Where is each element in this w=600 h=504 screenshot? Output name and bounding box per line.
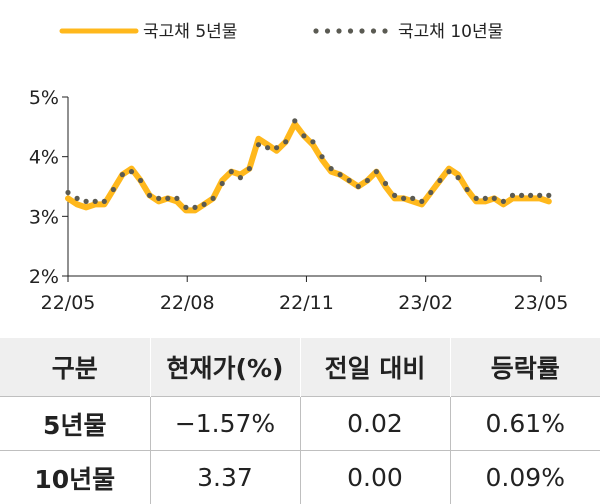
yield-summary-table: 구분 현재가(%) 전일 대비 등락률 5년물 −1.57% 0.02 0.61… — [0, 338, 600, 504]
series-point-10y — [274, 145, 280, 151]
series-point-10y — [301, 133, 307, 139]
cell-change: 0.00 — [299, 450, 450, 504]
series-point-10y — [382, 180, 389, 187]
series-point-10y — [364, 177, 370, 184]
series-point-10y — [410, 195, 416, 201]
series-point-10y — [201, 201, 207, 207]
legend-swatch-10y — [313, 28, 388, 34]
x-tick-label: 22/11 — [279, 292, 334, 314]
y-tick-label: 4% — [29, 147, 59, 169]
series-point-10y — [74, 195, 80, 201]
series-point-10y — [138, 177, 144, 184]
series-point-10y — [165, 195, 171, 201]
y-ticks: 5% 4% 3% 2% — [29, 87, 68, 288]
series-point-10y — [464, 186, 470, 193]
series-point-10y — [219, 180, 225, 187]
series-point-10y — [83, 198, 89, 204]
series-point-10y — [337, 172, 343, 178]
series-point-10y — [156, 195, 162, 201]
series-point-10y — [446, 169, 452, 175]
series-point-10y — [482, 195, 488, 201]
series-point-10y — [419, 198, 425, 204]
series-point-10y — [519, 192, 525, 198]
legend-dot — [313, 28, 319, 34]
series-point-10y — [65, 189, 71, 196]
cell-change-rate: 0.09% — [449, 450, 600, 504]
table-header-row: 구분 현재가(%) 전일 대비 등락률 — [0, 338, 600, 397]
series-point-10y — [101, 198, 107, 204]
legend-dot — [370, 28, 377, 34]
series-layer — [65, 118, 552, 214]
legend-dot — [359, 28, 365, 34]
series-point-10y — [473, 195, 479, 201]
series-point-10y — [546, 192, 552, 198]
legend: 국고채 5년물 국고채 10년물 — [59, 22, 503, 42]
series-point-10y — [319, 154, 325, 160]
axes — [67, 97, 541, 277]
x-ticks: 22/05 22/08 22/11 23/02 23/05 — [41, 276, 569, 314]
series-point-10y — [255, 142, 262, 148]
series-point-10y — [392, 192, 398, 198]
series-point-10y — [192, 204, 198, 210]
series-point-10y — [537, 192, 543, 198]
series-point-10y — [265, 145, 271, 151]
legend-dot — [382, 28, 388, 34]
series-point-10y — [147, 192, 153, 198]
series-point-10y — [500, 198, 506, 204]
series-point-10y — [119, 172, 125, 178]
series-point-10y — [92, 198, 98, 204]
legend-dot — [324, 28, 331, 34]
legend-label-5y: 국고채 5년물 — [143, 22, 237, 42]
series-point-10y — [183, 204, 189, 210]
series-point-10y — [174, 195, 180, 201]
x-tick-label: 23/02 — [398, 292, 453, 314]
header-change: 전일 대비 — [299, 338, 450, 397]
series-point-10y — [491, 195, 497, 201]
series-point-10y — [455, 175, 461, 181]
series-point-10y — [437, 177, 443, 184]
cell-change: 0.02 — [299, 396, 450, 451]
header-current-price: 현재가(%) — [149, 338, 300, 397]
series-point-10y — [292, 118, 298, 124]
legend-dot — [347, 28, 354, 34]
series-point-10y — [346, 177, 352, 184]
series-point-10y — [228, 169, 234, 175]
x-tick-label: 22/08 — [160, 292, 215, 314]
cell-category: 10년물 — [0, 450, 150, 504]
series-point-10y — [401, 195, 407, 201]
yield-line-chart: 국고채 5년물 국고채 10년물 5% 4% 3% 2% 22/05 22/08 22/1… — [29, 22, 569, 314]
y-tick-label: 3% — [29, 206, 59, 228]
y-tick-label: 5% — [29, 87, 59, 109]
series-point-10y — [328, 166, 334, 172]
series-point-10y — [355, 183, 361, 190]
series-point-10y — [246, 166, 252, 172]
x-tick-label: 23/05 — [514, 292, 569, 314]
series-point-10y — [428, 189, 434, 196]
cell-current-price: −1.57% — [149, 396, 300, 451]
table-row-5y: 5년물 −1.57% 0.02 0.61% — [0, 396, 600, 451]
y-tick-label: 2% — [29, 266, 59, 288]
x-tick-label: 22/05 — [41, 292, 96, 314]
series-point-10y — [110, 186, 116, 193]
series-point-10y — [310, 139, 316, 145]
series-point-10y — [237, 175, 243, 181]
table-row-10y: 10년물 3.37 0.00 0.09% — [0, 450, 600, 504]
legend-label-10y: 국고채 10년물 — [398, 22, 503, 42]
series-point-10y — [210, 195, 216, 201]
legend-dot — [336, 28, 342, 34]
series-point-10y — [128, 169, 135, 175]
series-point-10y — [528, 192, 534, 198]
series-point-10y — [283, 139, 289, 145]
cell-change-rate: 0.61% — [449, 396, 600, 451]
series-point-10y — [373, 169, 379, 175]
series-point-10y — [509, 192, 516, 198]
cell-category: 5년물 — [0, 396, 150, 451]
header-category: 구분 — [0, 338, 150, 397]
cell-current-price: 3.37 — [149, 450, 300, 504]
header-change-rate: 등락률 — [449, 338, 600, 397]
